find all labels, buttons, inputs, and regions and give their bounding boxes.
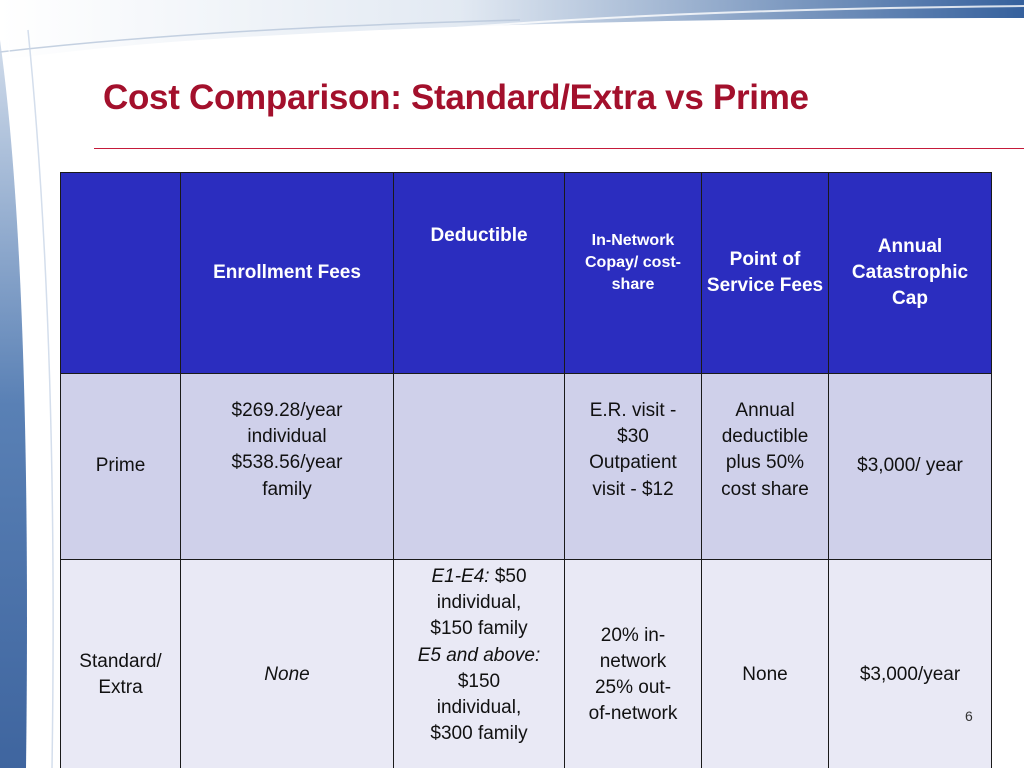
header-annual-catastrophic-cap: Annual Catastrophic Cap [828, 172, 992, 374]
cell-standard-deductible: E1-E4: $50 individual, $150 family E5 an… [393, 559, 565, 768]
cell-standard-copay: 20% in- network 25% out- of-network [564, 559, 702, 768]
cell-prime-deductible [393, 373, 565, 560]
title-divider [94, 148, 1024, 149]
cell-line: $150 [457, 670, 501, 692]
header-point-of-service-fees: Point of Service Fees [701, 172, 829, 374]
cell-standard-cap: $3,000/year [828, 559, 992, 768]
cell-standard-enrollment: None [180, 559, 394, 768]
cell-line: cost share [721, 478, 809, 500]
header-deductible: Deductible [393, 172, 565, 374]
cell-line: visit - $12 [592, 478, 674, 500]
cell-line: of-network [588, 703, 678, 725]
cell-line: 25% out- [594, 677, 672, 698]
cost-comparison-table: Enrollment Fees Deductible In-Network Co… [60, 172, 992, 768]
cell-line: individual, [436, 697, 522, 719]
cell-line: $538.56/year [231, 452, 343, 474]
table-row-standard-extra: Standard/ Extra None E1-E4: $50 individu… [60, 559, 992, 768]
cell-prime-copay: E.R. visit - $30 Outpatient visit - $12 [564, 373, 702, 560]
cell-line: individual, [436, 592, 522, 614]
header-empty [60, 172, 181, 374]
cell-line: E.R. visit - [589, 400, 677, 421]
cell-standard-pos: None [701, 559, 829, 768]
cell-line: family [262, 478, 312, 500]
table-header-row: Enrollment Fees Deductible In-Network Co… [60, 172, 992, 374]
cell-line: individual [247, 426, 327, 448]
row-label-prime: Prime [60, 373, 181, 560]
deductible-tier-label: E1-E4: [431, 566, 490, 587]
cell-line: Annual [735, 400, 795, 421]
cell-line: Outpatient [589, 452, 677, 474]
deductible-tier-label: E5 and above: [417, 644, 541, 666]
cell-line: E1-E4: $50 [398, 564, 560, 590]
cell-line: plus 50% [725, 452, 805, 474]
cell-line: $269.28/year [231, 400, 343, 421]
page-number: 6 [965, 708, 973, 724]
cell-line: $30 [617, 426, 649, 448]
cell-line: deductible [721, 426, 809, 448]
cell-line: $150 family [430, 618, 528, 640]
cell-prime-pos: Annual deductible plus 50% cost share [701, 373, 829, 560]
cell-prime-cap: $3,000/ year [828, 373, 992, 560]
header-enrollment-fees: Enrollment Fees [180, 172, 394, 374]
cell-line: Standard/ [79, 650, 162, 672]
cell-line: $300 family [430, 723, 528, 745]
cell-prime-enrollment: $269.28/year individual $538.56/year fam… [180, 373, 394, 560]
cell-line: 20% in- [600, 624, 666, 646]
row-label-standard-extra: Standard/ Extra [60, 559, 181, 768]
page-title: Cost Comparison: Standard/Extra vs Prime [103, 78, 809, 117]
deductible-value: $50 [494, 566, 527, 587]
cell-line: Extra [98, 677, 143, 698]
cell-line: network [599, 650, 667, 672]
table-row-prime: Prime $269.28/year individual $538.56/ye… [60, 373, 992, 560]
header-in-network-copay: In-Network Copay/ cost-share [564, 172, 702, 374]
